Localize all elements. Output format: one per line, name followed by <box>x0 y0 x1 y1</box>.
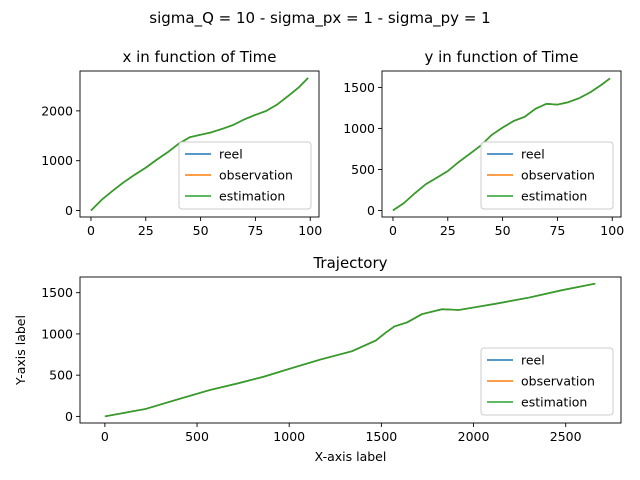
y-tick-label: 1500 <box>343 80 375 95</box>
figure-suptitle: sigma_Q = 10 - sigma_px = 1 - sigma_py =… <box>149 9 490 28</box>
subplot-title: y in function of Time <box>424 48 578 66</box>
x-tick-label: 500 <box>185 429 209 444</box>
series-line-estimation <box>104 282 596 418</box>
axes-frame <box>79 70 320 218</box>
legend: reel observation estimation <box>480 347 614 416</box>
x-tick-label: 0 <box>101 429 109 444</box>
x-tick-label: 2500 <box>550 429 582 444</box>
legend-label-estimation: estimation <box>219 189 285 204</box>
series-line-estimation <box>90 77 309 212</box>
x-tick-label: 25 <box>138 223 154 238</box>
legend-box <box>178 141 312 210</box>
legend: reel observation estimation <box>480 141 614 210</box>
legend: reel observation estimation <box>178 141 312 210</box>
subplot-3: Trajectory 0 500 1000 1500 2000 2500 0 500 1000 15… <box>13 254 622 464</box>
y-tick-label: 0 <box>65 409 73 424</box>
legend-label-estimation: estimation <box>521 189 587 204</box>
axes-frame <box>79 276 622 424</box>
y-tick-label: 1500 <box>41 285 73 300</box>
x-tick-label: 1500 <box>365 429 397 444</box>
x-tick-label: 50 <box>193 223 209 238</box>
legend-label-estimation: estimation <box>521 395 587 410</box>
legend-box <box>480 141 614 210</box>
y-tick-label: 1000 <box>41 153 73 168</box>
x-tick-label: 100 <box>298 223 322 238</box>
x-tick-label: 50 <box>495 223 511 238</box>
subplot-title: x in function of Time <box>122 48 276 66</box>
x-tick-label: 75 <box>247 223 263 238</box>
legend-box <box>480 347 614 416</box>
x-tick-label: 25 <box>440 223 456 238</box>
y-tick-label: 0 <box>65 203 73 218</box>
y-tick-label: 0 <box>367 203 375 218</box>
subplot-title: Trajectory <box>312 254 387 272</box>
x-tick-label: 0 <box>389 223 397 238</box>
y-tick-label: 500 <box>49 368 73 383</box>
x-tick-label: 1000 <box>273 429 305 444</box>
legend-label-observation: observation <box>219 168 293 183</box>
axes-frame <box>381 70 622 218</box>
y-tick-label: 1000 <box>343 121 375 136</box>
series-line-estimation <box>392 77 611 212</box>
y-tick-label: 1000 <box>41 326 73 341</box>
x-tick-label: 100 <box>600 223 624 238</box>
x-axis-label: X-axis label <box>315 449 387 464</box>
legend-label-reel: reel <box>219 147 243 162</box>
x-tick-label: 2000 <box>458 429 490 444</box>
y-tick-label: 500 <box>351 162 375 177</box>
legend-label-observation: observation <box>521 168 595 183</box>
legend-label-reel: reel <box>521 353 545 368</box>
legend-label-observation: observation <box>521 374 595 389</box>
x-tick-label: 75 <box>549 223 565 238</box>
y-tick-label: 2000 <box>41 103 73 118</box>
x-tick-label: 0 <box>87 223 95 238</box>
y-axis-label: Y-axis label <box>13 315 28 386</box>
legend-label-reel: reel <box>521 147 545 162</box>
